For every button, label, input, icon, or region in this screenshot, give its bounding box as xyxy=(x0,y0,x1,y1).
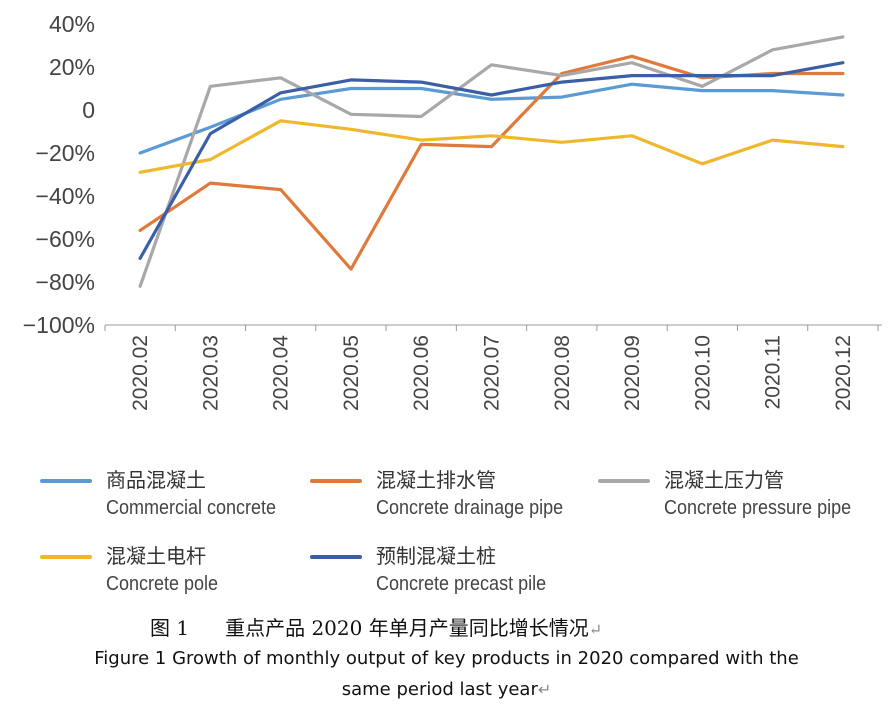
y-tick-label: 40% xyxy=(49,11,95,37)
legend-swatch xyxy=(598,479,650,483)
x-tick-label: 2020.12 xyxy=(832,335,855,411)
x-tick-label: 2020.09 xyxy=(621,335,644,411)
x-tick-label: 2020.11 xyxy=(762,335,785,409)
x-tick-label: 2020.10 xyxy=(691,335,714,411)
y-tick-label: −80% xyxy=(36,269,95,295)
y-tick-label: −100% xyxy=(23,312,95,338)
y-tick-label: 0 xyxy=(82,97,95,123)
line-chart: 40%20%0−20%−40%−60%−80%−100% 2020.02 2020… xyxy=(23,11,882,411)
legend-label-en: Concrete drainage pipe xyxy=(376,497,564,519)
y-axis-ticks: 40% 20% 0 −20% −40% −60% −80% −100% xyxy=(23,11,95,338)
x-tick-label: 2020.04 xyxy=(270,335,293,411)
legend-swatch xyxy=(310,555,362,559)
return-mark-icon: ↵ xyxy=(537,680,552,699)
x-tick-label: 2020.06 xyxy=(410,335,433,411)
y-tick-label: −60% xyxy=(36,226,95,252)
legend-label-en: Commercial concrete xyxy=(106,497,277,519)
caption-english-text-2: same period last year xyxy=(341,679,538,700)
legend-label-en: Concrete pressure pipe xyxy=(664,497,852,519)
legend-label-cn: 预制混凝土桩 xyxy=(376,544,496,568)
caption-figure-number: 图 1 xyxy=(150,616,190,640)
chart-legend: 商品混凝土 Commercial concrete 混凝土排水管 Concret… xyxy=(40,468,852,595)
x-tick-label: 2020.07 xyxy=(481,335,504,411)
legend-label-cn: 混凝土压力管 xyxy=(664,468,784,492)
x-tick-label: 2020.03 xyxy=(199,335,222,411)
x-tick-label: 2020.08 xyxy=(551,335,574,411)
legend-swatch xyxy=(40,555,92,559)
series-line-commercial-concrete xyxy=(138,82,845,155)
caption-english-text-1: Figure 1 Growth of monthly output of key… xyxy=(94,648,799,669)
caption-english-line-2: same period last year↵ xyxy=(0,679,893,700)
caption-english-line-1: Figure 1 Growth of monthly output of key… xyxy=(0,648,893,669)
x-tick-label: 2020.05 xyxy=(340,335,363,411)
caption-chinese-title: 重点产品 2020 年单月产量同比增长情况 xyxy=(225,616,589,640)
y-tick-label: −40% xyxy=(36,183,95,209)
return-mark-icon: ↵ xyxy=(588,620,603,639)
legend-label-cn: 混凝土电杆 xyxy=(106,544,206,568)
legend-label-en: Concrete precast pile xyxy=(376,573,547,595)
legend-label-en: Concrete pole xyxy=(106,573,219,595)
caption-chinese: 图 1 重点产品 2020 年单月产量同比增长情况↵ xyxy=(150,612,602,641)
x-axis: 2020.02 2020.03 2020.04 2020.05 2020.06 2020.… xyxy=(104,324,882,411)
chart-series xyxy=(138,35,845,288)
legend-label-cn: 混凝土排水管 xyxy=(376,468,496,492)
y-tick-label: 20% xyxy=(49,54,95,80)
legend-swatch xyxy=(310,479,362,483)
y-tick-label: −20% xyxy=(36,140,95,166)
series-line-concrete-precast-pile xyxy=(138,61,845,260)
legend-label-cn: 商品混凝土 xyxy=(106,468,206,492)
legend-swatch xyxy=(40,479,92,483)
x-tick-label: 2020.02 xyxy=(129,335,152,411)
series-line-concrete-pole xyxy=(138,119,845,174)
